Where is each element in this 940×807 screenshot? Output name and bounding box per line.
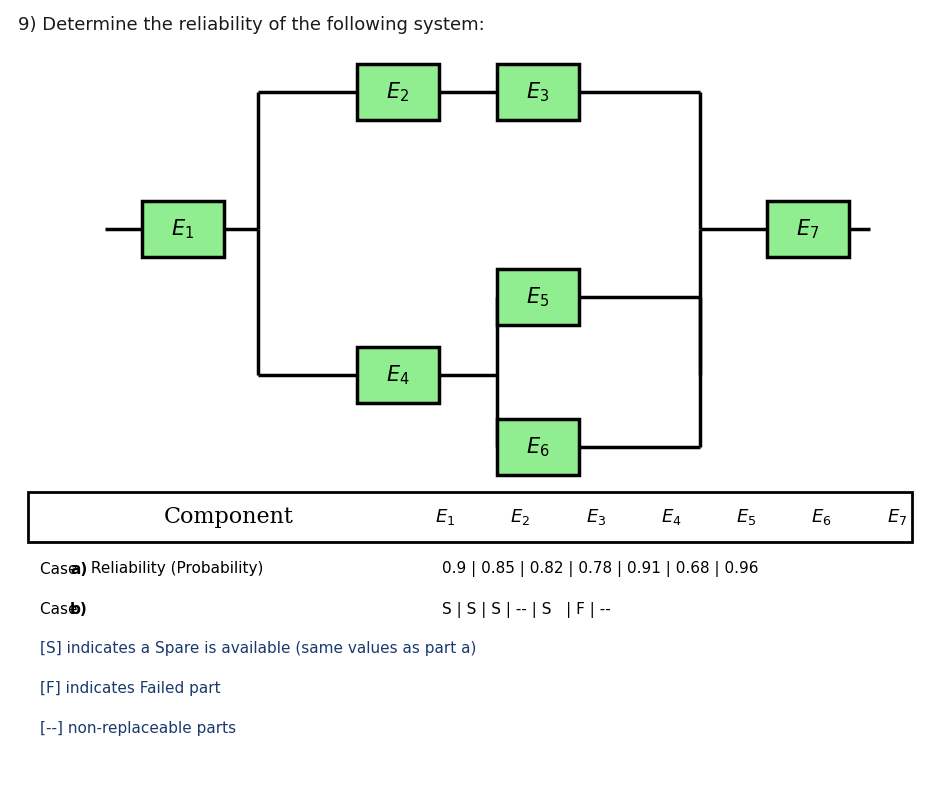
FancyBboxPatch shape xyxy=(497,269,579,325)
Text: [--] non-replaceable parts: [--] non-replaceable parts xyxy=(40,721,236,737)
Text: $E_5$: $E_5$ xyxy=(736,507,757,527)
Text: [S] indicates a Spare is available (same values as part a): [S] indicates a Spare is available (same… xyxy=(40,642,477,657)
FancyBboxPatch shape xyxy=(497,419,579,475)
Text: $E_6$: $E_6$ xyxy=(526,435,550,459)
Text: Case: Case xyxy=(40,562,83,576)
Text: Reliability (Probability): Reliability (Probability) xyxy=(86,562,263,576)
FancyBboxPatch shape xyxy=(497,64,579,120)
Text: b): b) xyxy=(70,603,87,617)
Text: $E_1$: $E_1$ xyxy=(435,507,455,527)
Text: 9) Determine the reliability of the following system:: 9) Determine the reliability of the foll… xyxy=(18,16,485,34)
Text: Component: Component xyxy=(164,506,294,528)
Text: $E_4$: $E_4$ xyxy=(661,507,682,527)
Text: Case: Case xyxy=(40,603,83,617)
Text: $E_5$: $E_5$ xyxy=(526,285,550,309)
Text: $E_6$: $E_6$ xyxy=(811,507,832,527)
FancyBboxPatch shape xyxy=(142,201,224,257)
Text: S | S | S | -- | S   | F | --: S | S | S | -- | S | F | -- xyxy=(442,602,611,618)
Text: $E_7$: $E_7$ xyxy=(796,217,820,240)
Text: 0.9 | 0.85 | 0.82 | 0.78 | 0.91 | 0.68 | 0.96: 0.9 | 0.85 | 0.82 | 0.78 | 0.91 | 0.68 |… xyxy=(442,561,759,577)
FancyBboxPatch shape xyxy=(357,64,439,120)
Text: $E_2$: $E_2$ xyxy=(386,80,410,104)
Text: $E_3$: $E_3$ xyxy=(526,80,550,104)
Text: a): a) xyxy=(70,562,87,576)
FancyBboxPatch shape xyxy=(357,347,439,403)
Bar xyxy=(28,492,912,542)
Text: $E_4$: $E_4$ xyxy=(386,363,410,387)
FancyBboxPatch shape xyxy=(767,201,849,257)
Text: $E_3$: $E_3$ xyxy=(586,507,605,527)
Text: $E_1$: $E_1$ xyxy=(171,217,195,240)
Text: $E_7$: $E_7$ xyxy=(886,507,907,527)
Text: [F] indicates Failed part: [F] indicates Failed part xyxy=(40,681,221,696)
Text: $E_2$: $E_2$ xyxy=(510,507,530,527)
